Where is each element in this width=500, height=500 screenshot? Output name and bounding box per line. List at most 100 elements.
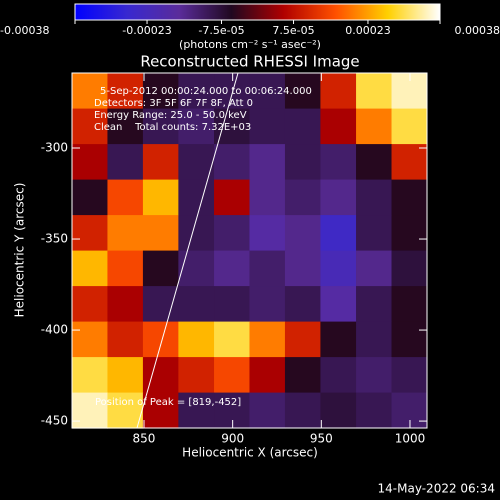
heatmap-cell [356,179,393,216]
annotation: Energy Range: 25.0 - 50.0 keV [94,110,247,121]
heatmap-cell [71,144,108,181]
heatmap-cell [142,144,179,181]
heatmap-cell [249,73,286,110]
heatmap-cell [391,321,428,358]
heatmap-cell [249,392,286,429]
heatmap-cell [249,321,286,358]
heatmap-cell [249,108,286,145]
heatmap-cell [320,215,357,252]
heatmap-cell [320,321,357,358]
heatmap-cell [284,286,321,323]
heatmap-cell [107,144,144,181]
heatmap-cell [142,286,179,323]
heatmap-cell [71,73,108,110]
heatmap-cell [356,73,393,110]
heatmap-cell [107,250,144,287]
heatmap-cell [71,215,108,252]
chart-title: Reconstructed RHESSI Image [140,53,359,71]
heatmap-cell [284,357,321,394]
heatmap-cell [142,392,179,429]
heatmap-cell [214,286,251,323]
heatmap [71,73,428,429]
heatmap-cell [178,286,215,323]
plot-frame [71,72,428,429]
heatmap-cell [178,179,215,216]
annotation: Detectors: 3F 5F 6F 7F 8F, Att 0 [94,98,253,109]
heatmap-cell [356,108,393,145]
x-tick-label: 850 [133,432,156,446]
y-tick-label: -450 [41,414,68,428]
heatmap-cell [214,250,251,287]
heatmap-cell [249,215,286,252]
heatmap-cell [284,321,321,358]
heatmap-cell [284,144,321,181]
heatmap-cell [391,357,428,394]
heatmap-cell [142,179,179,216]
heatmap-cell [178,73,215,110]
heatmap-cell [391,250,428,287]
heatmap-cell [249,357,286,394]
heatmap-cell [320,286,357,323]
heatmap-cell [284,215,321,252]
heatmap-cell [107,179,144,216]
heatmap-cell [107,357,144,394]
heatmap-cell [178,357,215,394]
heatmap-cell [71,250,108,287]
heatmap-cell [284,392,321,429]
heatmap-cell [71,179,108,216]
x-tick-label: 950 [310,432,333,446]
colorbar-tick-label: 0.00023 [345,24,391,37]
heatmap-cell [320,73,357,110]
heatmap-cell [356,286,393,323]
x-tick-label: 1000 [395,432,426,446]
heatmap-cell [356,215,393,252]
heatmap-cell [214,392,251,429]
heatmap-cell [107,392,144,429]
timestamp: 14-May-2022 06:34 [378,482,495,496]
y-tick-label: -300 [41,141,68,155]
heatmap-cell [178,144,215,181]
colorbar-label: (photons cm⁻² s⁻¹ asec⁻²) [179,38,321,51]
heatmap-cell [214,215,251,252]
heatmap-cell [320,357,357,394]
heatmap-cell [391,286,428,323]
heatmap-cell [391,144,428,181]
heatmap-cell [320,108,357,145]
heatmap-cell [214,108,251,145]
axes [72,73,427,428]
x-tick-label: 900 [221,432,244,446]
heatmap-cell [71,321,108,358]
colorbar-tick-label: 0.00038 [455,24,500,37]
heatmap-cell [249,250,286,287]
heatmap-cell [214,321,251,358]
colorbar-tick-label: -0.00023 [122,24,171,37]
annotation: Clean Total counts: 7.32E+03 [94,122,251,133]
heatmap-cell [356,392,393,429]
heatmap-cell [214,357,251,394]
limb-line [136,72,239,429]
heatmap-cell [249,144,286,181]
heatmap-cell [356,250,393,287]
heatmap-cell [178,108,215,145]
heatmap-cell [71,392,108,429]
heatmap-cell [142,250,179,287]
heatmap-cell [214,179,251,216]
heatmap-cell [214,144,251,181]
heatmap-cell [391,215,428,252]
heatmap-cell [284,73,321,110]
heatmap-cell [107,321,144,358]
heatmap-cell [356,321,393,358]
heatmap-cell [320,392,357,429]
colorbar [74,3,441,21]
annotation: 5-Sep-2012 00:00:24.000 to 00:06:24.000 [100,86,312,97]
heatmap-cell [320,144,357,181]
heatmap-cell [284,108,321,145]
heatmap-cell [71,286,108,323]
heatmap-cell [107,286,144,323]
heatmap-cell [391,108,428,145]
heatmap-cell [284,250,321,287]
heatmap-cell [320,250,357,287]
heatmap-cell [356,144,393,181]
heatmap-cell [284,179,321,216]
heatmap-cell [142,215,179,252]
